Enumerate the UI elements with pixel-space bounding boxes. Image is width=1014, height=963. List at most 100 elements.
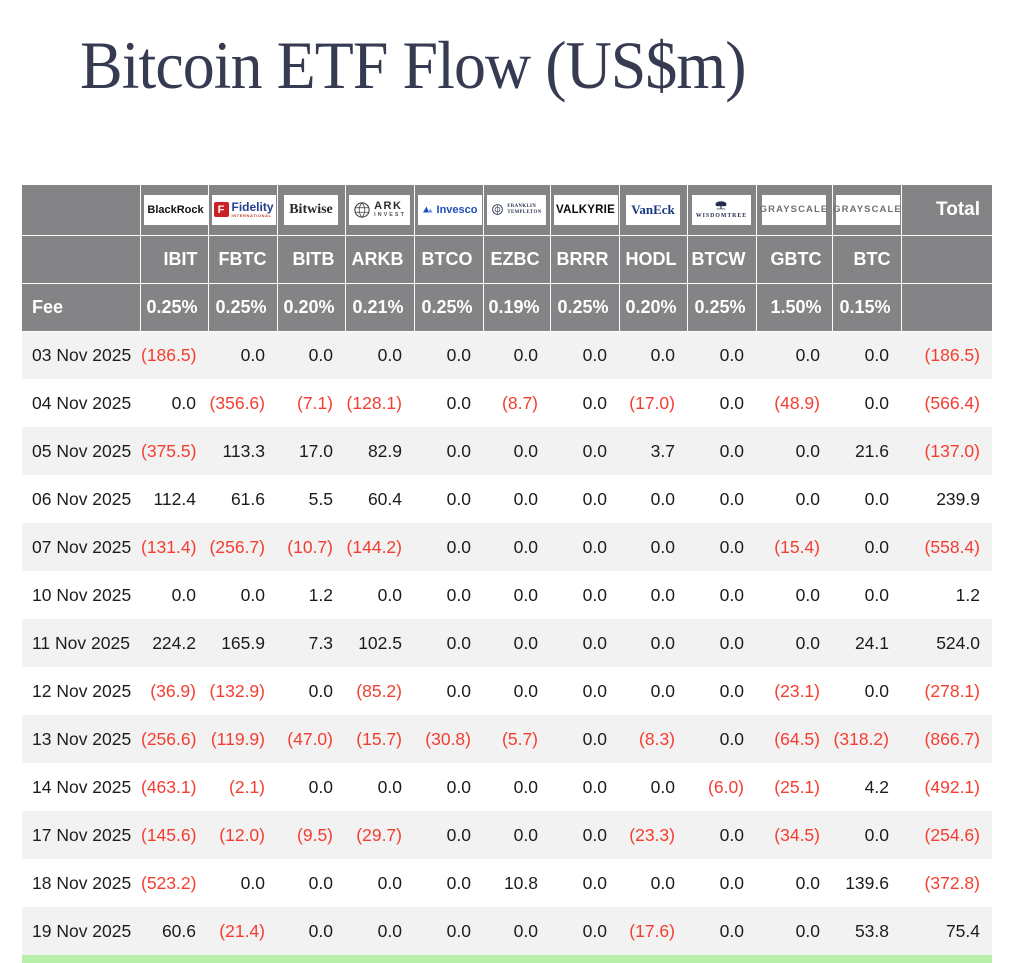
total-cell: (566.4) — [901, 379, 992, 427]
value-cell-ibit: 224.2 — [140, 619, 208, 667]
value-cell-hodl: 0.0 — [619, 667, 687, 715]
fee-gbtc: 1.50% — [756, 283, 833, 332]
value-cell-brrr: 0.0 — [550, 859, 619, 907]
value-cell-btc: 0.0 — [832, 571, 901, 619]
value-cell-arkb: 60.4 — [345, 475, 414, 523]
value-cell-gbtc: (64.5) — [756, 715, 832, 763]
value-cell-btco: 0.0 — [414, 379, 483, 427]
value-cell-btcw: 0.0 — [687, 667, 756, 715]
table-head: BlackRock F Fidelity INTERNATIONAL Bitwise AR… — [22, 185, 992, 332]
value-cell-btcw: 0.0 — [687, 859, 756, 907]
value-cell-btc: 24.1 — [832, 619, 901, 667]
value-cell-ezbc: (8.7) — [483, 379, 550, 427]
value-cell-arkb: (144.2) — [345, 523, 414, 571]
ticker-hodl: HODL — [619, 235, 688, 284]
value-cell-brrr: 0.0 — [550, 475, 619, 523]
value-cell-brrr: 0.0 — [550, 571, 619, 619]
fee-fbtc: 0.25% — [208, 283, 278, 332]
value-cell-hodl: (17.0) — [619, 379, 687, 427]
value-cell-arkb: 102.5 — [345, 619, 414, 667]
value-cell-btcw: 0.0 — [687, 619, 756, 667]
valkyrie-wordmark: VALKYRIE — [556, 203, 615, 216]
date-cell: 10 Nov 2025 — [22, 571, 140, 619]
value-cell-hodl: (23.3) — [619, 811, 687, 859]
value-cell-fbtc: 113.3 — [208, 427, 277, 475]
value-cell-hodl: 0.0 — [619, 763, 687, 811]
value-cell-brrr: 0.0 — [550, 427, 619, 475]
fee-btcw: 0.25% — [687, 283, 757, 332]
table-row: 17 Nov 2025 (145.6) (12.0) (9.5) (29.7) 0.0 0.… — [22, 811, 992, 859]
value-cell-btc: 0.0 — [832, 523, 901, 571]
value-cell-bitb: (47.0) — [277, 715, 345, 763]
provider-header-grayscale2: GRAYSCALE — [832, 185, 902, 236]
fee-ezbc: 0.19% — [483, 283, 551, 332]
value-cell-btco: 0.0 — [414, 475, 483, 523]
value-cell-gbtc: (15.4) — [756, 523, 832, 571]
value-cell-brrr: 0.0 — [550, 811, 619, 859]
table-row: 12 Nov 2025 (36.9) (132.9) 0.0 (85.2) 0.0 0.0 0… — [22, 667, 992, 715]
wisdomtree-logo: WISDOMTREE — [691, 194, 752, 225]
total-cell: (254.6) — [901, 811, 992, 859]
value-cell-btco: 0.0 — [414, 667, 483, 715]
value-cell-btc: (318.2) — [832, 715, 901, 763]
value-cell-ibit: 0.0 — [140, 571, 208, 619]
value-cell-arkb: 0.0 — [345, 763, 414, 811]
value-cell-arkb: (85.2) — [345, 667, 414, 715]
value-cell-brrr: 0.0 — [550, 715, 619, 763]
table-row: 10 Nov 2025 0.0 0.0 1.2 0.0 0.0 0.0 0.0 0.0 0.0 0.… — [22, 571, 992, 619]
etf-flow-table-wrap: BlackRock F Fidelity INTERNATIONAL Bitwise AR… — [22, 185, 992, 963]
value-cell-btcw: (6.0) — [687, 763, 756, 811]
value-cell-ezbc: (5.7) — [483, 715, 550, 763]
value-cell-btco: 0.0 — [414, 523, 483, 571]
value-cell-brrr: 0.0 — [550, 763, 619, 811]
ticker-row: IBIT FBTC BITB ARKB BTCO EZBC BRRR HODL BTCW GBTC… — [22, 235, 992, 284]
grayscale-logo: GRAYSCALE — [760, 194, 827, 225]
value-cell-btc: 4.2 — [832, 763, 901, 811]
grayscale2-logo: GRAYSCALE — [833, 194, 901, 225]
value-cell-fbtc: 165.9 — [208, 619, 277, 667]
ticker-arkb: ARKB — [345, 235, 415, 284]
ticker-brrr: BRRR — [550, 235, 620, 284]
value-cell-gbtc: 0.0 — [756, 571, 832, 619]
value-cell-gbtc: (48.9) — [756, 379, 832, 427]
date-cell: 03 Nov 2025 — [22, 331, 140, 379]
value-cell-ezbc: 0.0 — [483, 523, 550, 571]
value-cell-ezbc: 0.0 — [483, 907, 550, 955]
provider-header-valkyrie: VALKYRIE — [550, 185, 620, 236]
value-cell-btco: (30.8) — [414, 715, 483, 763]
provider-header-grayscale: GRAYSCALE — [756, 185, 833, 236]
invesco-mountain-icon — [422, 206, 433, 213]
value-cell-ezbc: 0.0 — [483, 475, 550, 523]
date-cell: 19 Nov 2025 — [22, 907, 140, 955]
value-cell-fbtc: 0.0 — [208, 331, 277, 379]
table-row: 04 Nov 2025 0.0 (356.6) (7.1) (128.1) 0.0 (8.7… — [22, 379, 992, 427]
value-cell-bitb: 17.0 — [277, 427, 345, 475]
franklin-wordmark-line2: TEMPLETON — [507, 209, 542, 215]
provider-header-invesco: Invesco — [414, 185, 484, 236]
value-cell-hodl: 0.0 — [619, 619, 687, 667]
value-cell-ibit: (186.5) — [140, 331, 208, 379]
franklin-templeton-icon — [492, 204, 504, 216]
value-cell-btcw: 0.0 — [687, 523, 756, 571]
value-cell-ezbc: 0.0 — [483, 571, 550, 619]
value-cell-ibit: (375.5) — [140, 427, 208, 475]
value-cell-btc: 0.0 — [832, 379, 901, 427]
ticker-btco: BTCO — [414, 235, 484, 284]
value-cell-ibit: 112.4 — [140, 475, 208, 523]
value-cell-fbtc: (256.7) — [208, 523, 277, 571]
value-cell-ibit: 60.6 — [140, 907, 208, 955]
value-cell-btcw: 0.0 — [687, 379, 756, 427]
value-cell-btcw: 0.0 — [687, 907, 756, 955]
value-cell-bitb: 1.2 — [277, 571, 345, 619]
value-cell-btcw: 0.0 — [687, 571, 756, 619]
fidelity-logo: F Fidelity INTERNATIONAL — [211, 194, 276, 225]
value-cell-btc: 53.8 — [832, 907, 901, 955]
table-row: 05 Nov 2025 (375.5) 113.3 17.0 82.9 0.0 0.0 0.0… — [22, 427, 992, 475]
value-cell-hodl: (8.3) — [619, 715, 687, 763]
value-cell-bitb: (10.7) — [277, 523, 345, 571]
value-cell-btc: 139.6 — [832, 859, 901, 907]
ark-sub-text: INVEST — [374, 212, 406, 218]
invesco-logo: Invesco — [417, 194, 482, 225]
value-cell-bitb: 0.0 — [277, 907, 345, 955]
vaneck-wordmark: VanEck — [631, 201, 675, 217]
